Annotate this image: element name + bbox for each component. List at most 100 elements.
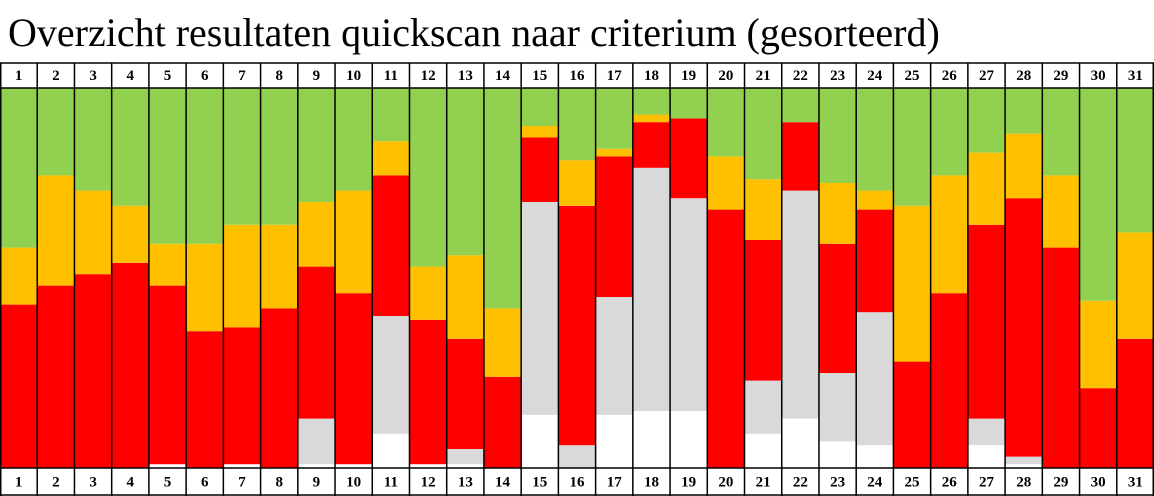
bar-segment [297,202,336,267]
bar-segment [148,285,187,465]
bar-segment [856,209,894,313]
bar-segment [335,293,373,465]
bar-segment [893,361,931,468]
column-label-bottom: 9 [313,474,321,490]
column-label-top: 25 [905,68,920,84]
bar-segment [744,433,782,468]
column-label-bottom: 26 [942,474,958,490]
bar-segment [856,190,894,210]
bar-segment [595,88,633,149]
bar-segment [967,224,1006,419]
bar-segment [111,205,149,263]
bar-segment [148,464,187,468]
bar-segment [558,160,596,206]
bar-segment [781,122,819,191]
bar-segment [744,88,782,180]
column-label-bottom: 13 [458,474,473,490]
column-label-bottom: 14 [495,474,511,490]
column-label-bottom: 3 [89,474,97,490]
column-label-bottom: 22 [793,474,808,490]
bar-segment [223,224,261,328]
bar-segment [223,88,261,225]
bar-segment [856,445,894,468]
bar-segment [186,331,224,468]
bar-segment [260,308,298,468]
bar-segment [707,209,745,468]
bar-segment [1005,198,1043,457]
bar-segment [930,88,968,176]
bar-segment [521,137,559,202]
column-label-bottom: 23 [830,474,845,490]
bar-segment [521,414,559,468]
column-label-bottom: 8 [275,474,283,490]
column-label-bottom: 27 [979,474,995,490]
bar-segment [818,441,857,468]
bar-segment [818,183,857,244]
bar-segment [186,243,224,332]
bar-segment [856,88,894,191]
bar-segment [297,266,336,419]
bar-segment [818,373,857,442]
bar-segment [707,88,745,157]
bar-segment [335,88,373,191]
bar-segment [670,88,708,119]
column-label-bottom: 20 [718,474,733,490]
column-label-top: 10 [346,68,361,84]
bar-segment [558,205,596,446]
column-label-top: 21 [756,68,771,84]
bar-segment [1116,88,1154,233]
bar-segment [670,198,708,411]
bar-segment [1116,338,1154,468]
bar-segment [781,418,819,468]
bar-segment [446,88,484,256]
bar-segment [670,118,708,199]
bar-segment [1116,232,1154,339]
column-label-bottom: 11 [384,474,398,490]
bar-segment [930,175,968,294]
bar-segment [372,433,410,468]
column-label-bottom: 18 [644,474,659,490]
column-label-top: 27 [979,68,995,84]
column-label-top: 4 [127,68,135,84]
column-label-top: 31 [1128,68,1143,84]
bar-segment [148,243,187,286]
column-label-bottom: 19 [681,474,696,490]
bar-segment [818,88,857,183]
bar-segment [595,148,633,157]
column-label-top: 19 [681,68,696,84]
bar-segment [111,262,149,468]
bar-segment [0,304,38,468]
column-label-bottom: 29 [1053,474,1068,490]
column-label-bottom: 17 [607,474,623,490]
bar-segment [967,418,1006,446]
bar-segment [1079,388,1117,468]
bar-segment [1005,464,1043,468]
bar-segment [856,312,894,446]
column-label-bottom: 30 [1091,474,1106,490]
column-label-bottom: 28 [1016,474,1031,490]
bar-segment [483,308,522,377]
bar-segment [297,464,336,468]
bar-segment [186,88,224,244]
bar-segment [632,411,671,468]
bar-segment [521,126,559,138]
bar-segment [595,156,633,297]
bar-segment [781,88,819,123]
bar-segment [707,156,745,210]
bar-segment [930,293,968,468]
bar-segment [595,297,633,415]
bar-segment [111,88,149,206]
bar-segment [372,316,410,434]
bar-segment [744,380,782,434]
bar-segment [632,88,671,115]
bar-segment [446,449,484,465]
column-label-bottom: 25 [905,474,920,490]
column-label-top: 23 [830,68,845,84]
bar-segment [409,464,447,468]
bar-segment [74,88,112,191]
column-label-bottom: 24 [867,474,883,490]
bar-segment [558,88,596,161]
column-label-bottom: 2 [52,474,60,490]
column-label-bottom: 12 [421,474,436,490]
column-label-bottom: 4 [127,474,135,490]
